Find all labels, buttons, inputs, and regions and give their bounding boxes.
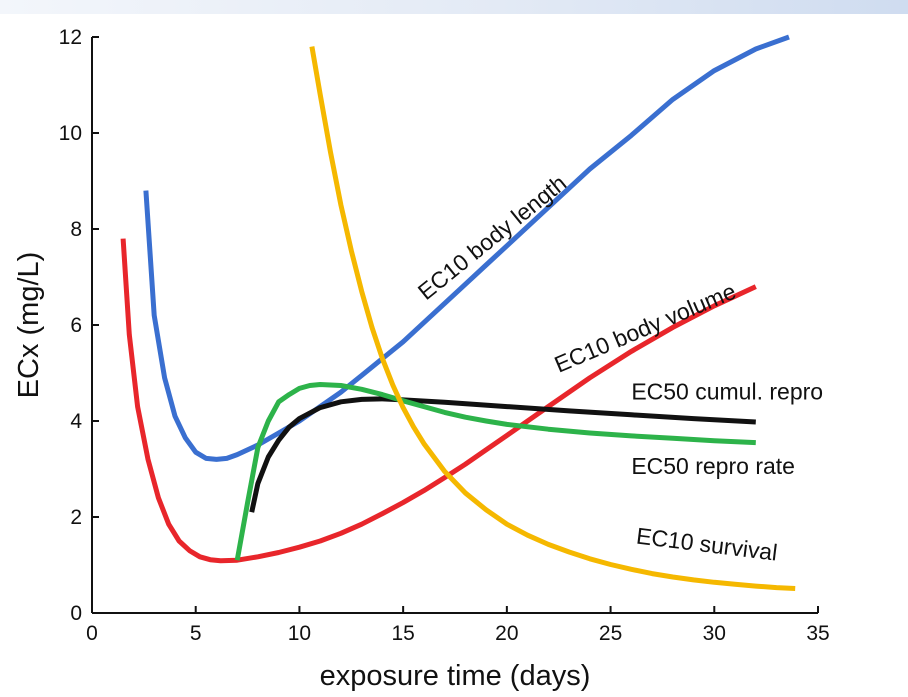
x-tick-label: 10 [288,622,311,645]
series-line-ec10-survival [309,46,796,591]
y-axis-title: ECx (mg/L) [13,252,45,399]
y-tick-label: 10 [59,122,82,145]
series-layer [120,34,796,591]
y-tick-label: 0 [70,602,82,625]
series-line-ec10-body-volume [120,238,757,564]
x-tick-label: 5 [190,622,202,645]
y-tick-label: 6 [70,314,82,337]
y-tick-label: 4 [70,410,82,433]
series-label: EC10 body length [413,170,571,305]
series-label: EC10 body volume [551,278,740,378]
y-tick-label: 12 [59,26,82,49]
axes [91,37,818,614]
top-background-band [0,0,908,14]
x-tick-label: 30 [703,622,726,645]
series-label: EC50 repro rate [631,453,795,479]
y-tick-label: 2 [70,506,82,529]
y-ticks: 0 2 4 6 8 10 12 [59,26,99,625]
series-line-ec10-body-length [143,34,790,462]
x-tick-label: 15 [391,622,414,645]
series-label: EC50 cumul. repro [631,378,823,404]
series-label: EC10 survival [635,523,779,566]
series-line-ec50-repro-rate [234,382,756,561]
x-tick-label: 20 [495,622,518,645]
y-tick-label: 8 [70,218,82,241]
x-axis-title: exposure time (days) [320,660,591,692]
x-ticks: 0 5 10 15 20 25 30 35 [86,606,830,645]
x-tick-label: 25 [599,622,622,645]
x-tick-label: 0 [86,622,98,645]
x-tick-label: 35 [806,622,829,645]
series-line-ec50-cumul-repro [249,396,756,513]
